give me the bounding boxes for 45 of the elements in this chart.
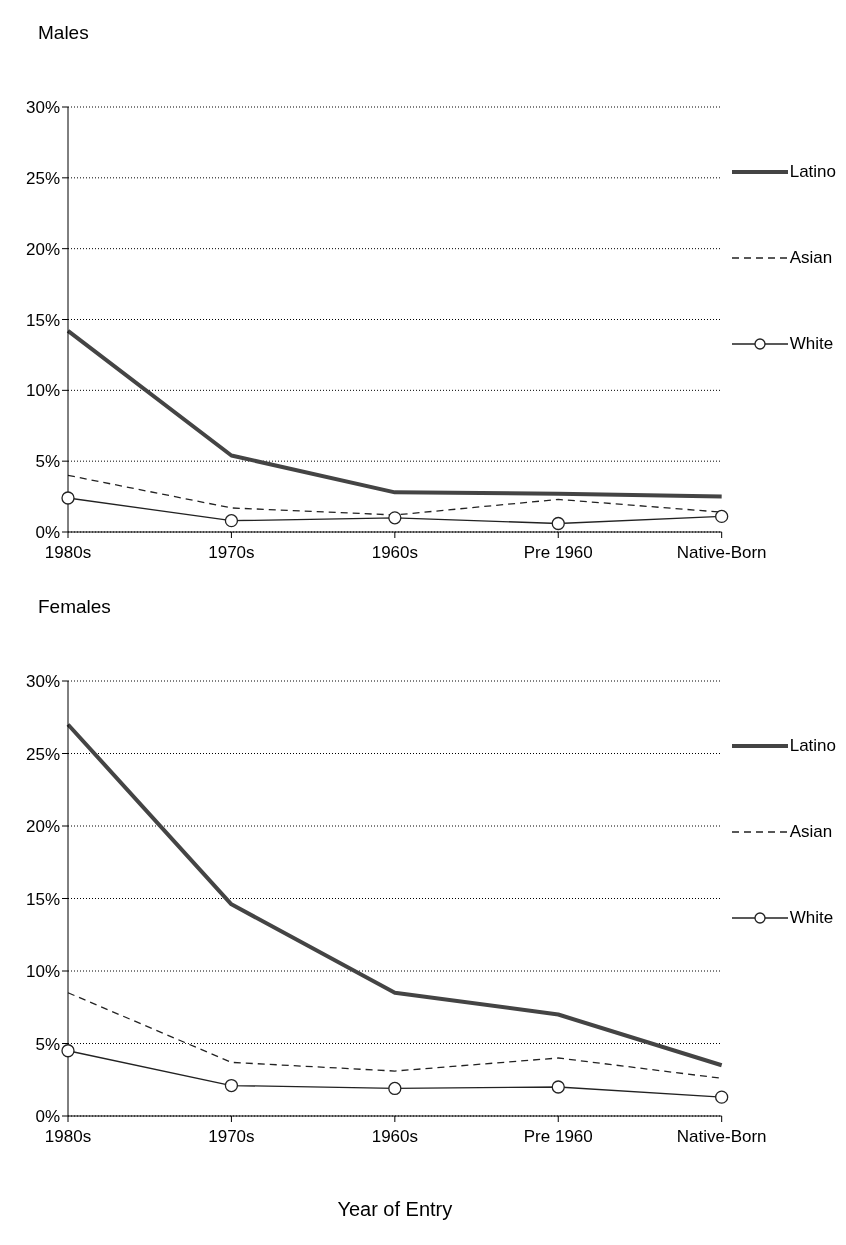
y-tick-label: 10% bbox=[25, 962, 60, 982]
y-tick-label: 5% bbox=[35, 452, 60, 472]
point bbox=[715, 509, 729, 524]
line-series bbox=[66, 722, 724, 1068]
x-tick-label: 1980s bbox=[44, 1127, 92, 1147]
y-tick-label: 30% bbox=[25, 98, 60, 118]
point bbox=[61, 491, 75, 505]
x-tick-label: Pre 1960 bbox=[523, 543, 593, 563]
y-tick-label: 30% bbox=[25, 672, 60, 692]
legend-label: Asian bbox=[789, 822, 833, 842]
y-tick-label: 25% bbox=[25, 744, 60, 764]
point bbox=[388, 511, 402, 525]
y-tick-label: 25% bbox=[25, 168, 60, 188]
x-axis-title: Year of Entry bbox=[337, 1198, 453, 1220]
chart-title: Females bbox=[38, 595, 112, 619]
x-tick-label: 1960s bbox=[371, 543, 418, 563]
y-tick-label: 20% bbox=[25, 239, 60, 259]
y-tick-label: 15% bbox=[25, 310, 60, 330]
y-tick-label: 0% bbox=[35, 1107, 60, 1127]
y-tick-label: 15% bbox=[25, 889, 60, 909]
x-tick-label: 1980s bbox=[44, 543, 92, 563]
legend-label: White bbox=[789, 908, 834, 928]
point bbox=[224, 1078, 239, 1093]
x-tick-label: 1970s bbox=[208, 1127, 255, 1147]
y-tick-label: 10% bbox=[25, 381, 60, 401]
legend-label: Latino bbox=[789, 736, 836, 756]
x-tick-label: Native-Born bbox=[676, 1127, 767, 1147]
y-tick-label: 0% bbox=[35, 523, 60, 543]
point bbox=[388, 1081, 402, 1096]
point bbox=[551, 516, 565, 531]
point bbox=[61, 1044, 75, 1058]
y-tick-label: 5% bbox=[35, 1034, 60, 1054]
x-tick-label: 1960s bbox=[371, 1127, 418, 1147]
y-tick-label: 20% bbox=[25, 817, 60, 837]
legend-label: Latino bbox=[789, 162, 836, 182]
legend-label: White bbox=[789, 334, 834, 354]
point bbox=[224, 514, 239, 528]
point bbox=[551, 1080, 565, 1094]
x-tick-label: Native-Born bbox=[676, 543, 767, 563]
x-tick-label: 1970s bbox=[208, 543, 255, 563]
line-series bbox=[66, 328, 724, 499]
chart-title: Males bbox=[38, 21, 90, 45]
point bbox=[715, 1090, 729, 1104]
legend-label: Asian bbox=[789, 248, 833, 268]
x-tick-label: Pre 1960 bbox=[523, 1127, 593, 1147]
